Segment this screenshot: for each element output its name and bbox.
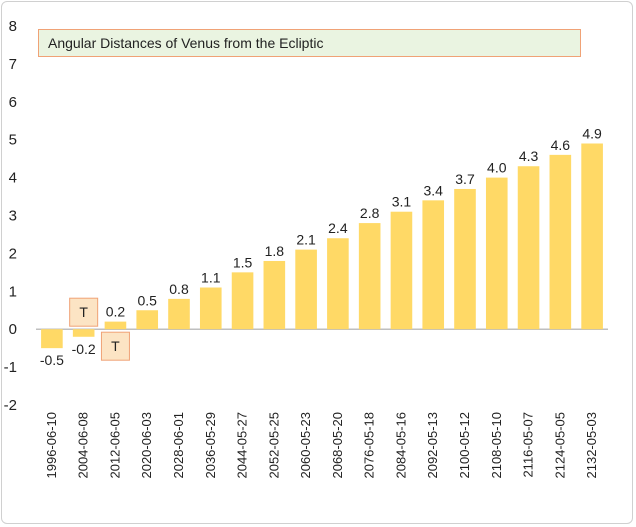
y-tick-label: 8: [9, 18, 17, 35]
x-tick-label: 2132-05-03: [584, 412, 599, 479]
bar: [485, 177, 508, 330]
x-tick-label: 2116-05-07: [521, 412, 536, 478]
bar: [295, 249, 317, 330]
bar: [390, 211, 413, 330]
data-label: 4.0: [487, 160, 507, 176]
data-label: -0.2: [72, 341, 96, 357]
bar: [358, 223, 381, 330]
bar: [136, 310, 159, 330]
data-labels: -0.5 -0.2 0.2 0.5 0.8 1.1 1.5 1.8 2.1 2.4 2.8 3.1 3.…: [40, 125, 602, 368]
bar: [41, 329, 63, 349]
y-tick-label: 1: [9, 283, 17, 300]
x-tick-label: 2020-06-03: [139, 412, 154, 479]
y-tick-label: 4: [9, 170, 17, 187]
data-label: 2.8: [360, 205, 380, 221]
chart-title: Angular Distances of Venus from the Ecli…: [38, 29, 581, 57]
data-label: 4.9: [582, 125, 602, 141]
x-tick-label: 2092-05-13: [425, 412, 440, 479]
bar: [454, 188, 476, 330]
y-tick-label: -1: [4, 359, 17, 376]
data-label: 2.4: [328, 220, 348, 236]
y-tick-label: -2: [4, 397, 17, 414]
data-label: 0.2: [106, 304, 126, 320]
bar: [327, 238, 349, 330]
y-tick-label: 0: [9, 321, 17, 338]
x-tick-label: 2100-05-12: [457, 412, 472, 479]
bar: [168, 298, 190, 330]
x-tick-label: 2084-05-16: [393, 412, 408, 479]
data-label: 2.1: [296, 232, 316, 248]
x-tick-label: 2028-06-01: [171, 412, 186, 479]
bar: [517, 166, 540, 330]
x-tick-label: 2012-06-05: [107, 412, 122, 479]
data-label: 0.5: [137, 292, 157, 308]
y-tick-label: 3: [9, 208, 17, 225]
annotation-callout: T: [100, 331, 130, 361]
x-tick-label: 2068-05-20: [330, 412, 345, 479]
y-tick-label: 2: [9, 245, 17, 262]
data-label: 1.8: [265, 243, 285, 259]
data-label: 4.6: [551, 137, 571, 153]
bars: [41, 143, 603, 349]
bar: [549, 154, 572, 330]
bar: [199, 287, 222, 330]
data-label: 3.4: [423, 182, 443, 198]
annotation-callout: T: [69, 297, 99, 327]
bar: [104, 321, 127, 330]
data-label: -0.5: [40, 352, 64, 368]
annotations: TT: [69, 297, 130, 361]
bar: [422, 200, 445, 330]
data-label: 4.3: [519, 148, 539, 164]
bar: [231, 272, 254, 330]
x-axis: 1996-06-10 2004-06-08 2012-06-05 2020-06-03…: [44, 412, 599, 479]
x-tick-label: 2044-05-27: [235, 412, 250, 479]
annotation-label: T: [79, 304, 88, 320]
y-tick-label: 5: [9, 132, 17, 149]
data-label: 1.5: [233, 254, 253, 270]
data-label: 1.1: [201, 270, 221, 286]
data-label: 0.8: [169, 281, 189, 297]
data-label: 3.7: [455, 171, 475, 187]
y-tick-label: 6: [9, 94, 17, 111]
y-tick-label: 7: [9, 56, 17, 73]
data-label: 3.1: [392, 194, 412, 210]
x-tick-label: 2052-05-25: [266, 412, 281, 479]
x-tick-label: 2060-05-23: [298, 412, 313, 479]
bar: [263, 260, 286, 330]
annotation-box: [100, 331, 130, 361]
x-tick-label: 1996-06-10: [44, 412, 59, 479]
bar: [581, 143, 603, 330]
x-tick-label: 2124-05-05: [552, 412, 567, 479]
x-tick-label: 2076-05-18: [362, 412, 377, 479]
annotation-box: [69, 297, 99, 327]
y-axis: -2 -1 0 1 2 3 4 5 6 7 8: [4, 18, 17, 414]
x-tick-label: 2004-06-08: [76, 412, 91, 479]
annotation-label: T: [111, 338, 120, 354]
x-tick-label: 2036-05-29: [203, 412, 218, 479]
bar: [72, 329, 95, 337]
x-tick-label: 2108-05-10: [489, 412, 504, 479]
